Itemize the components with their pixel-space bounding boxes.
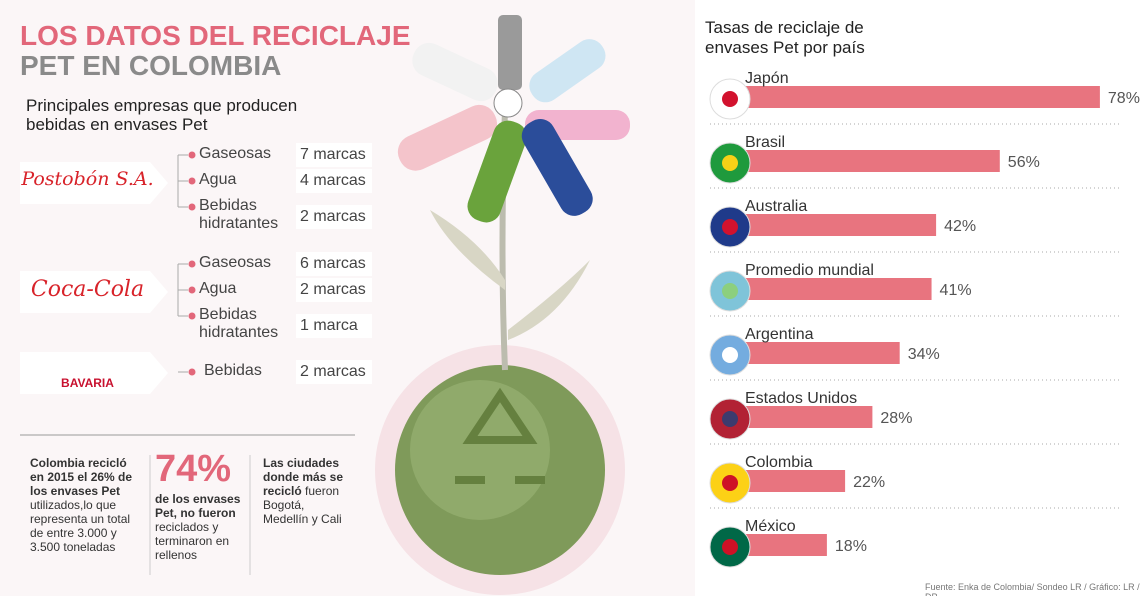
bullet [189,313,196,320]
value-label: 56% [1008,154,1040,171]
flag-mark [722,411,738,427]
bullet [189,261,196,268]
category-label: Estados Unidos [745,390,857,407]
leaves [430,210,590,340]
bottle [407,38,503,107]
bar [745,214,936,236]
product: Gaseosas [199,145,294,163]
category-label: Australia [745,198,807,215]
category-label: Brasil [745,134,785,151]
flag-mark [722,91,738,107]
company-name: Coca-Cola [20,277,155,302]
flag-mark [722,539,738,555]
category-label: México [745,518,796,535]
category-label: Argentina [745,326,814,343]
stat-bold: de los envases Pet, no fueron [155,492,240,520]
bar [745,150,1000,172]
category-label: Colombia [745,454,813,471]
value-label: 22% [853,474,885,491]
brands: 2 marcas [296,205,372,229]
brands: 4 marcas [296,169,372,193]
bar [745,342,900,364]
flag-mark [722,219,738,235]
bar [745,406,872,428]
flower-center [494,89,522,117]
stat-text: utilizados,lo que representa un total de… [30,498,130,554]
stat-lead: Colombia recicló en 2015 el 26% de los e… [30,456,132,498]
category-label: Japón [745,70,789,87]
brands: 1 marca [296,314,372,338]
product: Bebidas [204,362,299,380]
product: Agua [199,171,294,189]
value-label: 28% [880,410,912,427]
company-name: BAVARIA [20,358,155,390]
product: Agua [199,280,294,298]
chart-title: Tasas de reciclaje de envases Pet por pa… [705,18,895,58]
value-label: 34% [908,346,940,363]
bar [745,534,827,556]
company-name: Postobón S.A. [20,168,155,190]
companies-heading: Principales empresas que producen bebida… [26,96,316,134]
bottle [523,33,611,108]
globe-highlight [410,380,550,520]
brands: 2 marcas [296,278,372,302]
value-label: 42% [944,218,976,235]
brands: 7 marcas [296,143,372,167]
value-label: 41% [940,282,972,299]
brands: 2 marcas [296,360,372,384]
infographic: Japón 78% Brasil 56% Australia 42% Promedio mu… [0,0,1145,596]
product: Gaseosas [199,254,294,272]
bullet [189,178,196,185]
product: Bebidas hidratantes [199,197,294,233]
flag-mark [722,475,738,491]
title: LOS DATOS DEL RECICLAJE [20,20,411,52]
bullet [189,204,196,211]
product: Bebidas hidratantes [199,306,294,342]
bullet [189,369,196,376]
stat: de los envases Pet, no fueron reciclados… [155,492,245,562]
stat-figure: 74% [155,448,231,491]
bullet [189,287,196,294]
stat-text: reciclados y terminaron en rellenos [155,520,229,562]
bar [745,86,1100,108]
flag-mark [722,155,738,171]
source: Fuente: Enka de Colombia/ Sondeo LR / Gr… [925,582,1145,596]
stat: Las ciudades donde más se recicló fueron… [263,456,348,526]
bar [745,278,932,300]
flag-mark [722,347,738,363]
bottle [498,15,522,90]
flag-mark [722,283,738,299]
stat: Colombia recicló en 2015 el 26% de los e… [30,456,142,554]
value-label: 78% [1108,90,1140,107]
category-label: Promedio mundial [745,262,874,279]
brands: 6 marcas [296,252,372,276]
subtitle: PET EN COLOMBIA [20,50,281,82]
value-label: 18% [835,538,867,555]
bar [745,470,845,492]
bullet [189,152,196,159]
